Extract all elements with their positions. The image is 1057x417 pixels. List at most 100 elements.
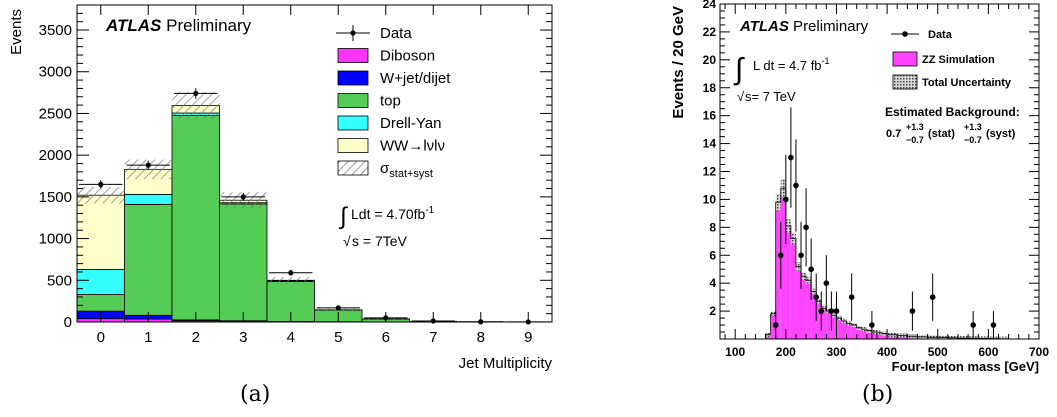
background-title: Estimated Background: — [885, 105, 1020, 119]
x-tick-label-3: 3 — [239, 329, 247, 346]
legend-swatch-1 — [337, 70, 369, 86]
legend-swatch-uncertainty — [337, 160, 369, 176]
data-point-0 — [98, 181, 104, 187]
sim-bin-5 — [790, 238, 796, 339]
data-point-b-13 — [848, 294, 855, 300]
data-point-b-14 — [869, 322, 875, 328]
y-tick-label-a: 0 — [64, 314, 72, 331]
sim-bin-11 — [821, 308, 827, 339]
sim-bin-14 — [836, 318, 842, 339]
legend-swatch-2 — [337, 93, 369, 108]
data-point-b-6 — [803, 224, 809, 231]
data-point-2 — [193, 90, 199, 97]
y-tick-label-b: 10 — [703, 192, 717, 206]
x-axis-label-b: Four-lepton mass [GeV] — [892, 359, 1039, 374]
sim-bin-20 — [866, 330, 872, 339]
lumi-text-a: Ldt = 4.70fb-1 — [351, 205, 435, 222]
y-axis-label-a: Events — [8, 9, 25, 55]
data-point-4 — [288, 270, 294, 276]
legend-label-3: Drell-Yan — [380, 115, 441, 132]
legend-label-unc: Total Uncertainty — [922, 77, 1012, 89]
x-tick-label-100: 100 — [725, 345, 745, 359]
bar-drellyan-0 — [76, 269, 125, 295]
jet-multiplicity-chart: 0 500 1000 1500 2000 2500 3000 3500 0 1 2 3 4 5 6 7 8 9 Je… — [8, 4, 553, 372]
y-tick-label-a: 500 — [47, 272, 72, 289]
legend-a: Data Diboson W+jet/dijet top Drell-Yan WW→lνl… — [336, 25, 451, 180]
sim-bin-23 — [882, 333, 888, 339]
x-tick-label-600: 600 — [978, 345, 998, 359]
x-tick-label-0: 0 — [97, 329, 105, 346]
x-tick-label-200: 200 — [776, 345, 796, 359]
legend-swatch-3 — [337, 115, 369, 131]
legend-swatch-4 — [337, 138, 369, 153]
caption-a: (a) — [240, 382, 271, 407]
y-tick-label-b: 6 — [709, 248, 716, 262]
legend-label-data-b: Data — [928, 29, 953, 41]
x-tick-label-700: 700 — [1029, 345, 1049, 359]
integral-sign-b: ∫ — [733, 53, 745, 86]
legend-label-uncertainty: σstat+syst — [380, 160, 433, 180]
bar-drellyan-1 — [124, 193, 173, 205]
legend-swatch-sim — [892, 51, 918, 67]
x-tick-label-4: 4 — [287, 329, 295, 346]
sim-bin-22 — [876, 332, 883, 339]
data-point-1 — [145, 162, 151, 168]
sim-bin-6 — [795, 266, 802, 339]
y-tick-label-b: 2 — [709, 304, 716, 318]
data-point-b-5 — [798, 252, 804, 259]
sim-bin-9 — [811, 291, 817, 339]
legend-label-sim: ZZ Simulation — [922, 54, 995, 66]
sim-bin-1 — [770, 313, 776, 339]
legend-label-2: top — [380, 93, 401, 110]
sim-bin-7 — [801, 276, 807, 339]
y-axis-label-b: Events / 20 GeV — [670, 6, 687, 119]
legend-swatch-unc — [892, 74, 918, 90]
y-tick-label-b: 18 — [703, 81, 717, 95]
y-tick-label-b: 4 — [709, 276, 716, 290]
background-syst-up: +1.3 — [964, 122, 982, 132]
y-tick-label-a: 3000 — [39, 64, 72, 81]
x-tick-label-6: 6 — [382, 329, 390, 346]
background-stat-up: +1.3 — [906, 122, 924, 132]
sim-bin-8 — [806, 280, 812, 339]
y-tick-label-b: 24 — [703, 0, 717, 11]
y-tick-label-a: 2500 — [39, 105, 72, 122]
x-axis-label-a: Jet Multiplicity — [459, 355, 553, 372]
background-stat-label: (stat) — [928, 128, 955, 140]
atlas-label-a: ATLAS Preliminary — [105, 16, 252, 35]
data-point-b-18 — [990, 322, 997, 328]
legend-data-marker — [350, 30, 356, 36]
sim-bin-15 — [841, 320, 847, 339]
x-tick-label-1: 1 — [144, 329, 152, 346]
data-point-b-12 — [833, 308, 840, 314]
sim-bin-17 — [851, 325, 857, 339]
sim-bin-4 — [785, 225, 791, 339]
x-tick-label-400: 400 — [877, 345, 897, 359]
background-syst-label: (syst) — [986, 128, 1016, 140]
data-point-b-9 — [818, 308, 825, 314]
x-tick-label-500: 500 — [928, 345, 948, 359]
y-tick-label-a: 1500 — [39, 189, 72, 206]
sqrt-sign-b: √ — [737, 89, 745, 104]
background-syst-down: −0.7 — [964, 135, 982, 145]
data-point-b-0 — [772, 322, 779, 328]
bar-wwll-0 — [76, 194, 125, 270]
sim-uncertainty-30 — [947, 335, 958, 339]
y-tick-label-b: 14 — [703, 137, 717, 151]
sim-bin-18 — [856, 327, 862, 339]
data-point-b-16 — [929, 294, 936, 300]
data-point-b-8 — [813, 294, 820, 300]
x-tick-label-7: 7 — [429, 329, 437, 346]
data-point-b-7 — [808, 266, 814, 273]
data-point-b-3 — [788, 154, 794, 161]
lumi-text-b: L dt = 4.7 fb-1 — [753, 56, 830, 73]
bar-top-1 — [124, 203, 173, 316]
data-point-b-1 — [777, 252, 784, 259]
legend-label-4: WW→lνlν — [380, 138, 445, 155]
bar-top-2 — [171, 115, 220, 321]
bar-top-0 — [76, 294, 125, 312]
data-point-b-10 — [823, 280, 830, 286]
sim-bin-19 — [861, 329, 867, 339]
